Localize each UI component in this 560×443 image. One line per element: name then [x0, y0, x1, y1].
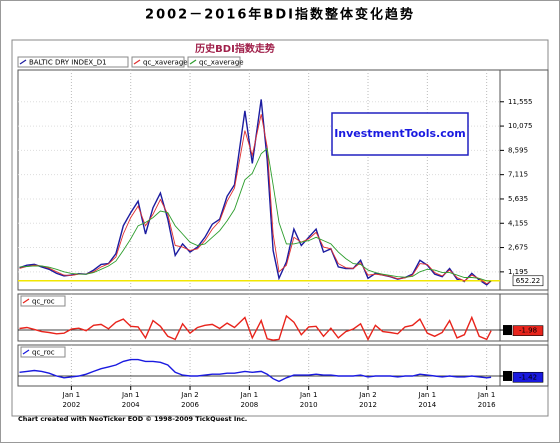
x-tick-date: Jan 2 [358, 391, 376, 399]
y-tick-label: 0 [505, 326, 509, 334]
chart-title: 历史BDI指数走势 [195, 42, 275, 55]
x-tick-label: 2002 [62, 401, 80, 409]
legend-box [187, 56, 241, 68]
series-line [19, 314, 492, 341]
legend-label: qc_xaverage [199, 59, 244, 67]
legend-swatch [19, 59, 27, 65]
legend-swatch [189, 59, 197, 65]
y-tick-label: 5,635 [508, 195, 528, 203]
page-title: 2002－2016年BDI指数整体变化趋势 [145, 7, 415, 23]
x-tick-date: Jan 1 [477, 391, 495, 399]
y-tick-label: 0 [505, 372, 509, 380]
x-tick-date: Jan 1 [299, 391, 317, 399]
y-tick-label: 7,115 [508, 171, 528, 179]
legend-label: qc_roc [32, 298, 55, 306]
zero-box [503, 370, 512, 381]
x-tick-label: 2008 [240, 401, 258, 409]
legend-swatch [133, 59, 141, 65]
x-tick-label: 2004 [122, 401, 140, 409]
legend-box [20, 295, 66, 307]
last-value-box [512, 371, 544, 383]
x-tick-date: Jan 1 [62, 391, 80, 399]
x-tick-date: Jan 1 [121, 391, 139, 399]
y-tick-label: 11,555 [508, 98, 533, 106]
annotation: InvestmentTools.com [334, 127, 466, 140]
x-tick-date: Jan 1 [240, 391, 258, 399]
axis-panel [499, 69, 549, 291]
y-tick-label: 1,195 [508, 268, 528, 276]
annotation-box [331, 112, 469, 156]
panel [17, 344, 501, 387]
last-value-label: -1.98 [519, 327, 537, 335]
series-line [19, 99, 492, 286]
x-tick-label: 2010 [300, 401, 318, 409]
x-tick-label: 2012 [359, 401, 377, 409]
legend-box [17, 56, 129, 68]
panel [17, 69, 501, 291]
y-tick-label: 2,675 [508, 244, 528, 252]
y-tick-label: 8,595 [508, 146, 528, 154]
legend-swatch [22, 349, 30, 355]
last-value-label: 652.22 [516, 277, 541, 285]
legend-swatch [22, 298, 30, 304]
x-tick-label: 2006 [181, 401, 199, 409]
legend-box [131, 56, 185, 68]
legend-label: qc_roc [32, 349, 55, 357]
x-tick-date: Jan 1 [418, 391, 436, 399]
series-line [19, 358, 492, 383]
series-line [19, 114, 492, 285]
y-tick-label: 4,155 [508, 219, 528, 227]
x-tick-label: 2016 [478, 401, 496, 409]
x-tick-label: 2014 [418, 401, 436, 409]
zero-box [503, 325, 512, 336]
x-tick-date: Jan 2 [180, 391, 198, 399]
last-value-box [512, 325, 544, 336]
last-value-box [512, 275, 544, 287]
last-value-label: -1.42 [519, 373, 537, 381]
legend-label: qc_xaverage [143, 59, 188, 67]
y-tick-label: 10,075 [508, 122, 533, 130]
legend-box [20, 346, 66, 358]
footer: Chart created with NeoTicker EOD © 1998-… [18, 415, 247, 423]
series-line [19, 147, 492, 282]
legend-label: BALTIC DRY INDEX_D1 [29, 59, 107, 67]
